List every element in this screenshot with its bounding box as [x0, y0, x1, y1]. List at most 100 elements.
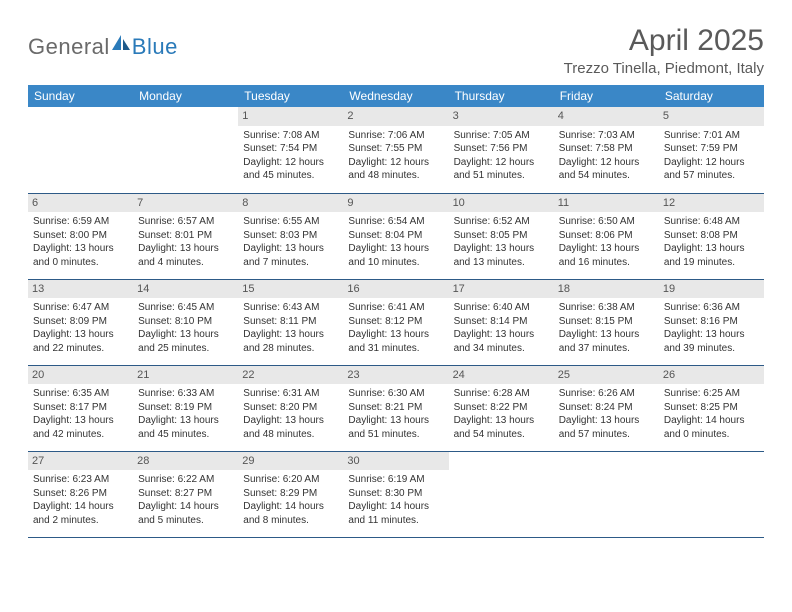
day-number: 12 — [659, 194, 764, 213]
calendar-day-cell — [133, 107, 238, 193]
brand-part1: General — [28, 34, 110, 60]
day-number: 8 — [238, 194, 343, 213]
location: Trezzo Tinella, Piedmont, Italy — [564, 60, 764, 77]
sunset-text: Sunset: 8:25 PM — [664, 401, 759, 415]
calendar-day-cell: 22Sunrise: 6:31 AMSunset: 8:20 PMDayligh… — [238, 365, 343, 451]
daylight-text: Daylight: 13 hours and 48 minutes. — [243, 414, 338, 441]
sunrise-text: Sunrise: 6:41 AM — [348, 301, 443, 315]
day-number: 19 — [659, 280, 764, 299]
sunset-text: Sunset: 7:56 PM — [454, 142, 549, 156]
sunrise-text: Sunrise: 6:40 AM — [454, 301, 549, 315]
sunrise-text: Sunrise: 7:08 AM — [243, 129, 338, 143]
sunrise-text: Sunrise: 7:06 AM — [348, 129, 443, 143]
day-number: 16 — [343, 280, 448, 299]
daylight-text: Daylight: 12 hours and 54 minutes. — [559, 156, 654, 183]
day-number: 11 — [554, 194, 659, 213]
calendar-day-cell: 25Sunrise: 6:26 AMSunset: 8:24 PMDayligh… — [554, 365, 659, 451]
day-number: 14 — [133, 280, 238, 299]
sunset-text: Sunset: 8:09 PM — [33, 315, 128, 329]
day-number: 17 — [449, 280, 554, 299]
month-title: April 2025 — [564, 24, 764, 58]
weekday-header: Friday — [554, 85, 659, 107]
daylight-text: Daylight: 13 hours and 31 minutes. — [348, 328, 443, 355]
sunset-text: Sunset: 8:27 PM — [138, 487, 233, 501]
calendar-day-cell: 28Sunrise: 6:22 AMSunset: 8:27 PMDayligh… — [133, 451, 238, 537]
sunset-text: Sunset: 8:24 PM — [559, 401, 654, 415]
calendar-week-row: 27Sunrise: 6:23 AMSunset: 8:26 PMDayligh… — [28, 451, 764, 537]
daylight-text: Daylight: 13 hours and 54 minutes. — [454, 414, 549, 441]
daylight-text: Daylight: 12 hours and 48 minutes. — [348, 156, 443, 183]
calendar-day-cell: 14Sunrise: 6:45 AMSunset: 8:10 PMDayligh… — [133, 279, 238, 365]
sunrise-text: Sunrise: 7:01 AM — [664, 129, 759, 143]
sunset-text: Sunset: 8:04 PM — [348, 229, 443, 243]
calendar-day-cell: 26Sunrise: 6:25 AMSunset: 8:25 PMDayligh… — [659, 365, 764, 451]
day-number: 25 — [554, 366, 659, 385]
calendar-day-cell: 16Sunrise: 6:41 AMSunset: 8:12 PMDayligh… — [343, 279, 448, 365]
sunrise-text: Sunrise: 6:45 AM — [138, 301, 233, 315]
sunset-text: Sunset: 8:10 PM — [138, 315, 233, 329]
title-block: April 2025 Trezzo Tinella, Piedmont, Ita… — [564, 24, 764, 77]
sunset-text: Sunset: 7:54 PM — [243, 142, 338, 156]
calendar-day-cell: 2Sunrise: 7:06 AMSunset: 7:55 PMDaylight… — [343, 107, 448, 193]
daylight-text: Daylight: 13 hours and 13 minutes. — [454, 242, 549, 269]
day-number: 22 — [238, 366, 343, 385]
calendar-day-cell: 5Sunrise: 7:01 AMSunset: 7:59 PMDaylight… — [659, 107, 764, 193]
calendar-day-cell: 1Sunrise: 7:08 AMSunset: 7:54 PMDaylight… — [238, 107, 343, 193]
sunrise-text: Sunrise: 6:35 AM — [33, 387, 128, 401]
day-number: 29 — [238, 452, 343, 471]
brand-logo: General Blue — [28, 34, 178, 60]
daylight-text: Daylight: 13 hours and 7 minutes. — [243, 242, 338, 269]
calendar-day-cell: 11Sunrise: 6:50 AMSunset: 8:06 PMDayligh… — [554, 193, 659, 279]
sunset-text: Sunset: 8:11 PM — [243, 315, 338, 329]
daylight-text: Daylight: 13 hours and 10 minutes. — [348, 242, 443, 269]
calendar-day-cell: 17Sunrise: 6:40 AMSunset: 8:14 PMDayligh… — [449, 279, 554, 365]
weekday-header: Tuesday — [238, 85, 343, 107]
day-number: 2 — [343, 107, 448, 126]
day-number: 15 — [238, 280, 343, 299]
sunset-text: Sunset: 8:16 PM — [664, 315, 759, 329]
day-number: 20 — [28, 366, 133, 385]
sunset-text: Sunset: 8:19 PM — [138, 401, 233, 415]
weekday-header: Monday — [133, 85, 238, 107]
sunrise-text: Sunrise: 6:31 AM — [243, 387, 338, 401]
sunrise-text: Sunrise: 6:33 AM — [138, 387, 233, 401]
sunrise-text: Sunrise: 6:20 AM — [243, 473, 338, 487]
calendar-day-cell: 23Sunrise: 6:30 AMSunset: 8:21 PMDayligh… — [343, 365, 448, 451]
sunset-text: Sunset: 8:00 PM — [33, 229, 128, 243]
calendar-week-row: 1Sunrise: 7:08 AMSunset: 7:54 PMDaylight… — [28, 107, 764, 193]
sunset-text: Sunset: 8:08 PM — [664, 229, 759, 243]
day-number: 24 — [449, 366, 554, 385]
sunset-text: Sunset: 7:59 PM — [664, 142, 759, 156]
calendar-day-cell: 18Sunrise: 6:38 AMSunset: 8:15 PMDayligh… — [554, 279, 659, 365]
sunrise-text: Sunrise: 6:43 AM — [243, 301, 338, 315]
calendar-day-cell: 6Sunrise: 6:59 AMSunset: 8:00 PMDaylight… — [28, 193, 133, 279]
daylight-text: Daylight: 14 hours and 11 minutes. — [348, 500, 443, 527]
weekday-header: Sunday — [28, 85, 133, 107]
sunrise-text: Sunrise: 6:23 AM — [33, 473, 128, 487]
day-number: 3 — [449, 107, 554, 126]
sunrise-text: Sunrise: 6:50 AM — [559, 215, 654, 229]
sunset-text: Sunset: 8:01 PM — [138, 229, 233, 243]
sunrise-text: Sunrise: 7:03 AM — [559, 129, 654, 143]
calendar-week-row: 13Sunrise: 6:47 AMSunset: 8:09 PMDayligh… — [28, 279, 764, 365]
calendar-day-cell: 13Sunrise: 6:47 AMSunset: 8:09 PMDayligh… — [28, 279, 133, 365]
daylight-text: Daylight: 13 hours and 57 minutes. — [559, 414, 654, 441]
daylight-text: Daylight: 14 hours and 5 minutes. — [138, 500, 233, 527]
sunrise-text: Sunrise: 6:25 AM — [664, 387, 759, 401]
calendar-day-cell: 20Sunrise: 6:35 AMSunset: 8:17 PMDayligh… — [28, 365, 133, 451]
sunrise-text: Sunrise: 6:19 AM — [348, 473, 443, 487]
calendar-day-cell — [554, 451, 659, 537]
sunset-text: Sunset: 8:26 PM — [33, 487, 128, 501]
sunset-text: Sunset: 8:03 PM — [243, 229, 338, 243]
sunrise-text: Sunrise: 6:22 AM — [138, 473, 233, 487]
calendar-day-cell: 24Sunrise: 6:28 AMSunset: 8:22 PMDayligh… — [449, 365, 554, 451]
calendar-week-row: 20Sunrise: 6:35 AMSunset: 8:17 PMDayligh… — [28, 365, 764, 451]
calendar-day-cell — [449, 451, 554, 537]
calendar-day-cell: 30Sunrise: 6:19 AMSunset: 8:30 PMDayligh… — [343, 451, 448, 537]
daylight-text: Daylight: 13 hours and 0 minutes. — [33, 242, 128, 269]
daylight-text: Daylight: 14 hours and 2 minutes. — [33, 500, 128, 527]
weekday-header: Saturday — [659, 85, 764, 107]
daylight-text: Daylight: 13 hours and 39 minutes. — [664, 328, 759, 355]
sunrise-text: Sunrise: 6:57 AM — [138, 215, 233, 229]
daylight-text: Daylight: 12 hours and 51 minutes. — [454, 156, 549, 183]
